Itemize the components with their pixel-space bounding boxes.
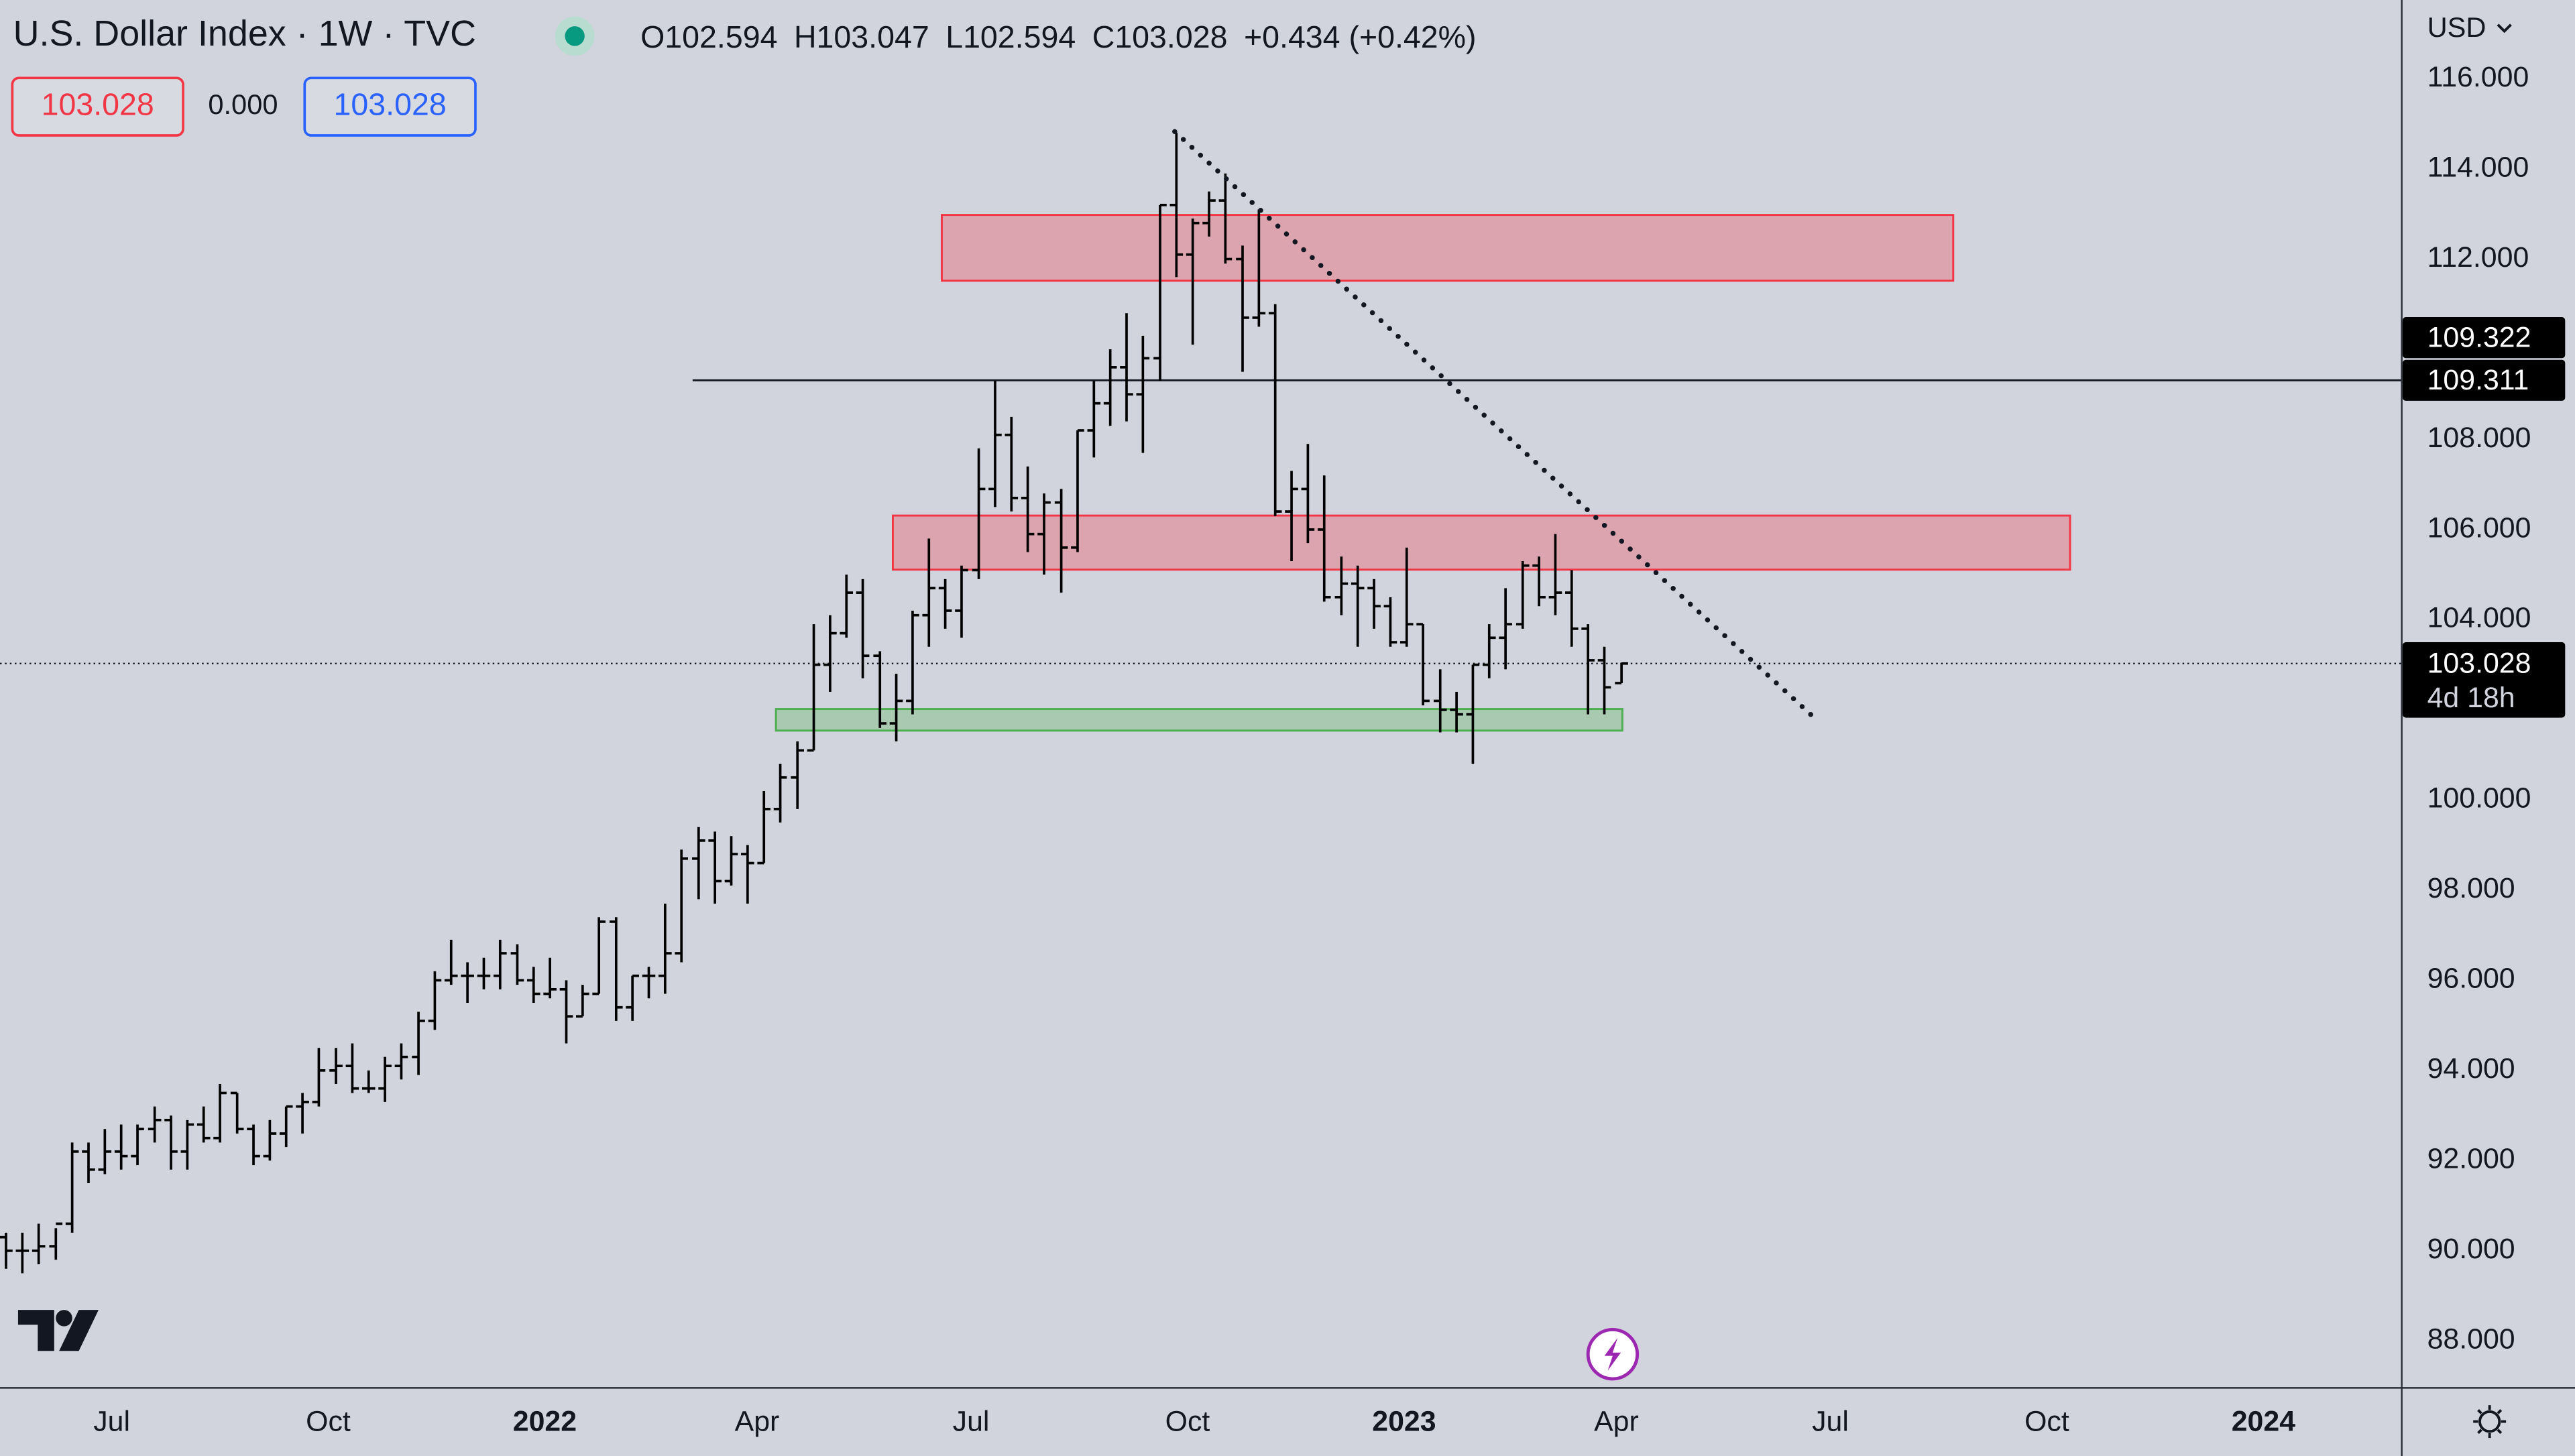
x-tick-label: 2022 — [513, 1405, 577, 1437]
y-tick-label: 98.000 — [2427, 872, 2515, 904]
gear-ring[interactable] — [2478, 1410, 2501, 1433]
buy-price[interactable]: 103.028 — [334, 86, 447, 121]
y-tick-label: 88.000 — [2427, 1323, 2515, 1355]
chart-title: U.S. Dollar Index · 1W · TVC — [13, 13, 476, 54]
currency[interactable]: USD — [2427, 11, 2486, 43]
last-price-box — [2402, 642, 2566, 718]
sell-button[interactable] — [11, 76, 184, 137]
last-price-label: 103.028 — [2427, 648, 2531, 680]
x-tick-label: Apr — [1594, 1405, 1639, 1437]
logo-part — [17, 1310, 54, 1351]
y-tick-label: 106.000 — [2427, 511, 2531, 544]
y-tick-label: 116.000 — [2427, 61, 2529, 93]
x-tick-label: Apr — [735, 1405, 780, 1437]
currency-chevron[interactable] — [2497, 23, 2512, 34]
y-tick-label: 92.000 — [2427, 1143, 2515, 1175]
countdown-label: 4d 18h — [2427, 682, 2515, 714]
lightning-icon[interactable] — [1604, 1337, 1621, 1371]
y-tick-label: 114.000 — [2427, 151, 2529, 183]
plot-area — [0, 129, 2401, 1274]
settings-button[interactable] — [2473, 1405, 2507, 1439]
ohlc-value: 102.594 — [963, 19, 1076, 54]
ohlc-change: +0.434 (+0.42%) — [1244, 19, 1477, 54]
ohlc-value: 103.047 — [817, 19, 929, 54]
x-tick-label: Oct — [1165, 1405, 1210, 1437]
x-tick-label: 2024 — [2232, 1405, 2295, 1437]
zone — [891, 514, 2071, 571]
buy-button[interactable] — [303, 76, 477, 137]
y-tick-label: 104.000 — [2427, 602, 2531, 634]
status-dot[interactable] — [565, 26, 585, 46]
logo-part — [59, 1310, 99, 1351]
x-tick-label: Jul — [953, 1405, 990, 1437]
price-line-label: 109.311 — [2427, 364, 2529, 396]
zone — [775, 708, 1623, 732]
ohlc-value: 102.594 — [665, 19, 777, 54]
x-tick-label: Oct — [306, 1405, 351, 1437]
y-tick-label: 94.000 — [2427, 1052, 2515, 1085]
lightning-button[interactable] — [1586, 1328, 1640, 1381]
ohlc-label: C — [1092, 19, 1115, 54]
y-tick-label: 108.000 — [2427, 422, 2531, 454]
price-line-label-box — [2402, 359, 2566, 401]
marker-price-label: 109.322 — [2427, 321, 2531, 353]
ohlc-label: H — [794, 19, 817, 54]
ohlc-label: L — [946, 19, 963, 54]
y-tick-label: 100.000 — [2427, 782, 2531, 814]
x-tick-label: Oct — [2024, 1405, 2069, 1437]
axes: 88.000 90.000 92.000 94.000 96.000 98.000 100.… — [93, 61, 2566, 1437]
spread: 0.000 — [208, 88, 278, 120]
x-tick-label: 2023 — [1372, 1405, 1436, 1437]
y-tick-label: 96.000 — [2427, 963, 2515, 995]
tradingview-logo — [17, 1310, 99, 1351]
x-tick-label: Jul — [1812, 1405, 1849, 1437]
y-tick-label: 90.000 — [2427, 1233, 2515, 1265]
ohlc-value: 103.028 — [1114, 19, 1227, 54]
gear-teeth[interactable] — [2473, 1405, 2507, 1439]
y-tick-label: 112.000 — [2427, 241, 2529, 274]
x-tick-label: Jul — [93, 1405, 130, 1437]
ohlc-legend: O102.594 H103.047 L102.594 C103.028 +0.434 (… — [640, 19, 1476, 54]
marker-price-label-box — [2402, 317, 2566, 359]
sell-price[interactable]: 103.028 — [42, 86, 154, 121]
zone — [941, 214, 1955, 282]
trendline — [1172, 129, 1817, 721]
ohlc-label: O — [640, 19, 665, 54]
logo-part — [56, 1310, 72, 1327]
